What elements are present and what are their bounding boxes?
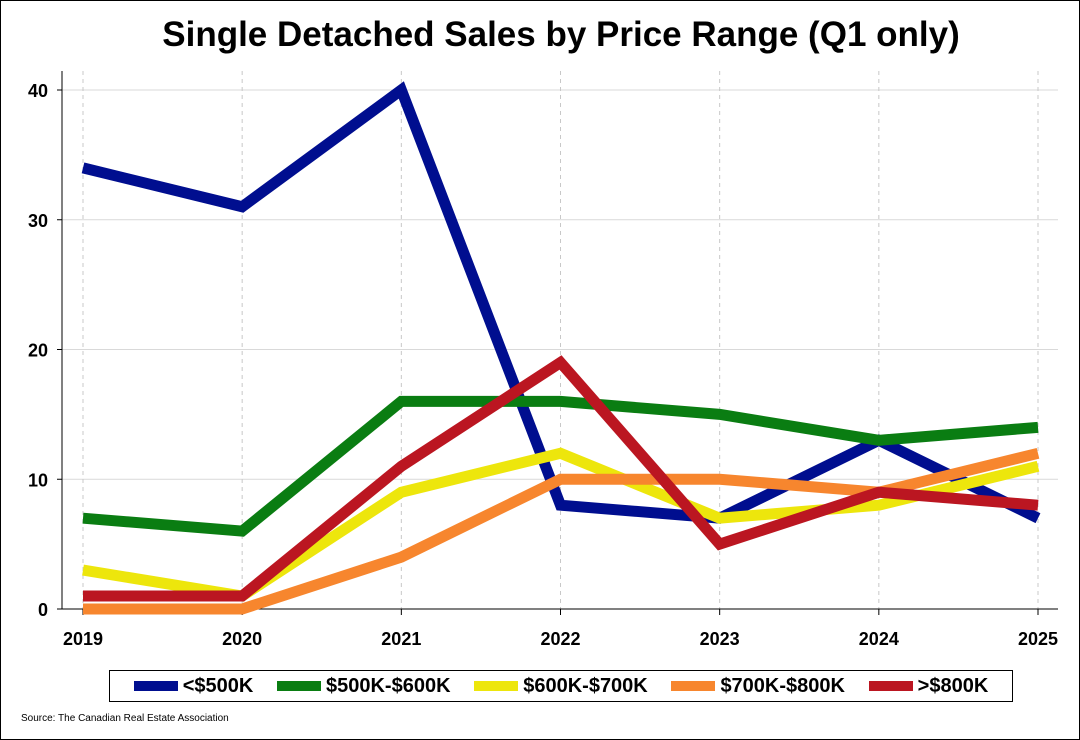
- legend-item: >$800K: [868, 674, 989, 698]
- legend-label: $500K-$600K: [326, 674, 451, 697]
- y-tick-label: 20: [28, 341, 48, 361]
- legend-swatch: [868, 681, 913, 691]
- x-tick-label: 2021: [381, 629, 421, 649]
- y-tick-label: 0: [38, 600, 48, 620]
- source-note: Source: The Canadian Real Estate Associa…: [21, 713, 229, 724]
- y-tick-label: 10: [28, 470, 48, 490]
- legend-item: $700K-$800K: [671, 675, 845, 698]
- legend-swatch: [671, 681, 716, 691]
- legend-item: $500K-$600K: [277, 675, 451, 698]
- legend-label: <$500K: [182, 674, 254, 697]
- y-tick-label: 30: [28, 211, 48, 231]
- x-tick-label: 2023: [700, 629, 740, 649]
- legend-label: $600K-$700K: [523, 674, 648, 697]
- y-tick-label: 40: [28, 81, 48, 101]
- legend-swatch: [133, 681, 178, 691]
- legend-label: $700K-$800K: [720, 674, 845, 697]
- series-line-500k-600k: [82, 395, 1039, 537]
- x-tick-label: 2024: [859, 629, 899, 649]
- chart-legend: <$500K $500K-$600K $600K-$700K $700K-$800K >…: [109, 670, 1013, 702]
- legend-label: >$800K: [917, 674, 989, 697]
- series-line-800k: [83, 355, 1039, 602]
- line-chart: 0 10 20 30 40 2019 2020 2021 2022 2023 2024 2025: [28, 71, 1058, 649]
- x-tick-label: 2022: [540, 629, 580, 649]
- x-tick-label: 2025: [1018, 629, 1058, 649]
- x-tick-label: 2019: [63, 629, 103, 649]
- legend-swatch: [277, 681, 321, 691]
- legend-item: $600K-$700K: [474, 675, 648, 698]
- legend-swatch: [474, 681, 519, 691]
- legend-item: <$500K: [133, 674, 254, 698]
- chart-title: Single Detached Sales by Price Range (Q1…: [162, 15, 960, 54]
- x-tick-label: 2020: [222, 629, 262, 649]
